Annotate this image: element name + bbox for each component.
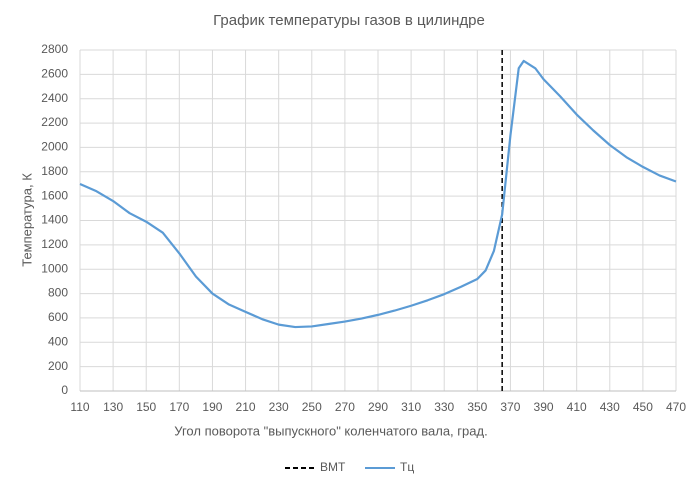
y-tick-label: 600: [48, 310, 68, 324]
x-tick-label: 190: [202, 400, 222, 414]
x-tick-label: 410: [567, 400, 587, 414]
x-tick-label: 290: [368, 400, 388, 414]
legend-label: Тц: [400, 460, 414, 474]
y-tick-label: 0: [61, 383, 68, 397]
chart-title: График температуры газов в цилиндре: [213, 12, 485, 29]
x-tick-label: 350: [467, 400, 487, 414]
x-tick-label: 430: [600, 400, 620, 414]
legend-label: ВМТ: [320, 460, 346, 474]
x-tick-label: 450: [633, 400, 653, 414]
x-tick-label: 370: [500, 400, 520, 414]
x-tick-label: 390: [534, 400, 554, 414]
line-series: [79, 59, 677, 329]
y-tick-label: 2000: [41, 140, 68, 154]
x-tick-label: 130: [103, 400, 123, 414]
x-tick-label: 330: [434, 400, 454, 414]
x-tick-label: 270: [335, 400, 355, 414]
x-tick-label: 250: [302, 400, 322, 414]
x-tick-label: 470: [666, 400, 686, 414]
x-tick-label: 150: [136, 400, 156, 414]
y-tick-label: 400: [48, 334, 68, 348]
y-tick-label: 200: [48, 359, 68, 373]
y-tick-label: 1000: [41, 261, 68, 275]
y-tick-label: 800: [48, 286, 68, 300]
y-tick-label: 2800: [41, 42, 68, 56]
y-tick-label: 2600: [41, 67, 68, 81]
y-tick-label: 1600: [41, 188, 68, 202]
x-tick-label: 230: [269, 400, 289, 414]
x-tick-label: 210: [236, 400, 256, 414]
x-tick-label: 310: [401, 400, 421, 414]
y-axis-label: Температура, К: [19, 173, 34, 267]
y-tick-label: 2200: [41, 115, 68, 129]
y-tick-label: 1800: [41, 164, 68, 178]
x-tick-label: 170: [169, 400, 189, 414]
y-tick-label: 2400: [41, 91, 68, 105]
x-axis-label: Угол поворота "выпускного" коленчатого в…: [174, 423, 487, 438]
y-tick-label: 1400: [41, 213, 68, 227]
x-tick-label: 110: [70, 400, 89, 414]
y-tick-label: 1200: [41, 237, 68, 251]
